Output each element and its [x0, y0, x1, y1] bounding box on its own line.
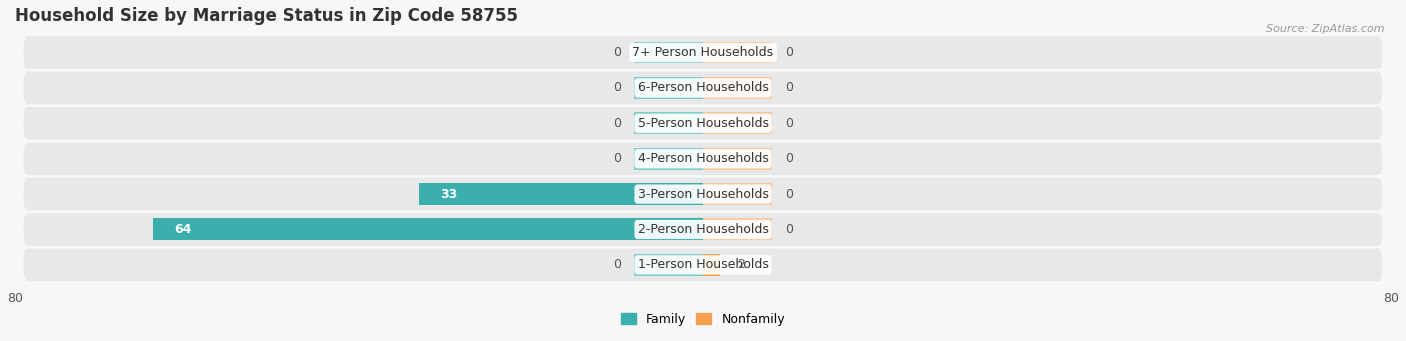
Bar [703, 183, 772, 205]
Text: 33: 33 [440, 188, 458, 201]
Text: 4-Person Households: 4-Person Households [637, 152, 769, 165]
Bar [703, 112, 772, 134]
Text: Source: ZipAtlas.com: Source: ZipAtlas.com [1267, 24, 1385, 34]
Bar [634, 112, 703, 134]
Text: 0: 0 [613, 117, 621, 130]
Text: 2: 2 [737, 258, 745, 271]
Text: 0: 0 [785, 81, 793, 94]
FancyBboxPatch shape [24, 213, 1382, 246]
Bar [634, 148, 703, 170]
FancyBboxPatch shape [24, 36, 1382, 69]
Text: 5-Person Households: 5-Person Households [637, 117, 769, 130]
Bar [703, 219, 772, 240]
Bar [634, 254, 703, 276]
FancyBboxPatch shape [24, 72, 1382, 104]
FancyBboxPatch shape [24, 249, 1382, 281]
FancyBboxPatch shape [24, 143, 1382, 175]
Text: 1-Person Households: 1-Person Households [637, 258, 769, 271]
Bar [419, 183, 703, 205]
Text: 0: 0 [613, 81, 621, 94]
Text: 0: 0 [785, 188, 793, 201]
Bar [703, 77, 772, 99]
Bar [703, 254, 720, 276]
Text: 0: 0 [785, 223, 793, 236]
Legend: Family, Nonfamily: Family, Nonfamily [616, 308, 790, 331]
Bar [153, 219, 703, 240]
Text: 3-Person Households: 3-Person Households [637, 188, 769, 201]
Text: 0: 0 [613, 46, 621, 59]
FancyBboxPatch shape [24, 178, 1382, 210]
Bar [634, 42, 703, 63]
Text: 0: 0 [785, 117, 793, 130]
Text: 0: 0 [613, 152, 621, 165]
Text: Household Size by Marriage Status in Zip Code 58755: Household Size by Marriage Status in Zip… [15, 7, 517, 25]
Bar [703, 148, 772, 170]
Text: 0: 0 [785, 46, 793, 59]
Bar [634, 77, 703, 99]
Text: 64: 64 [174, 223, 191, 236]
Bar [703, 42, 772, 63]
FancyBboxPatch shape [24, 107, 1382, 139]
Text: 6-Person Households: 6-Person Households [637, 81, 769, 94]
Text: 0: 0 [613, 258, 621, 271]
Text: 2-Person Households: 2-Person Households [637, 223, 769, 236]
Text: 0: 0 [785, 152, 793, 165]
Text: 7+ Person Households: 7+ Person Households [633, 46, 773, 59]
